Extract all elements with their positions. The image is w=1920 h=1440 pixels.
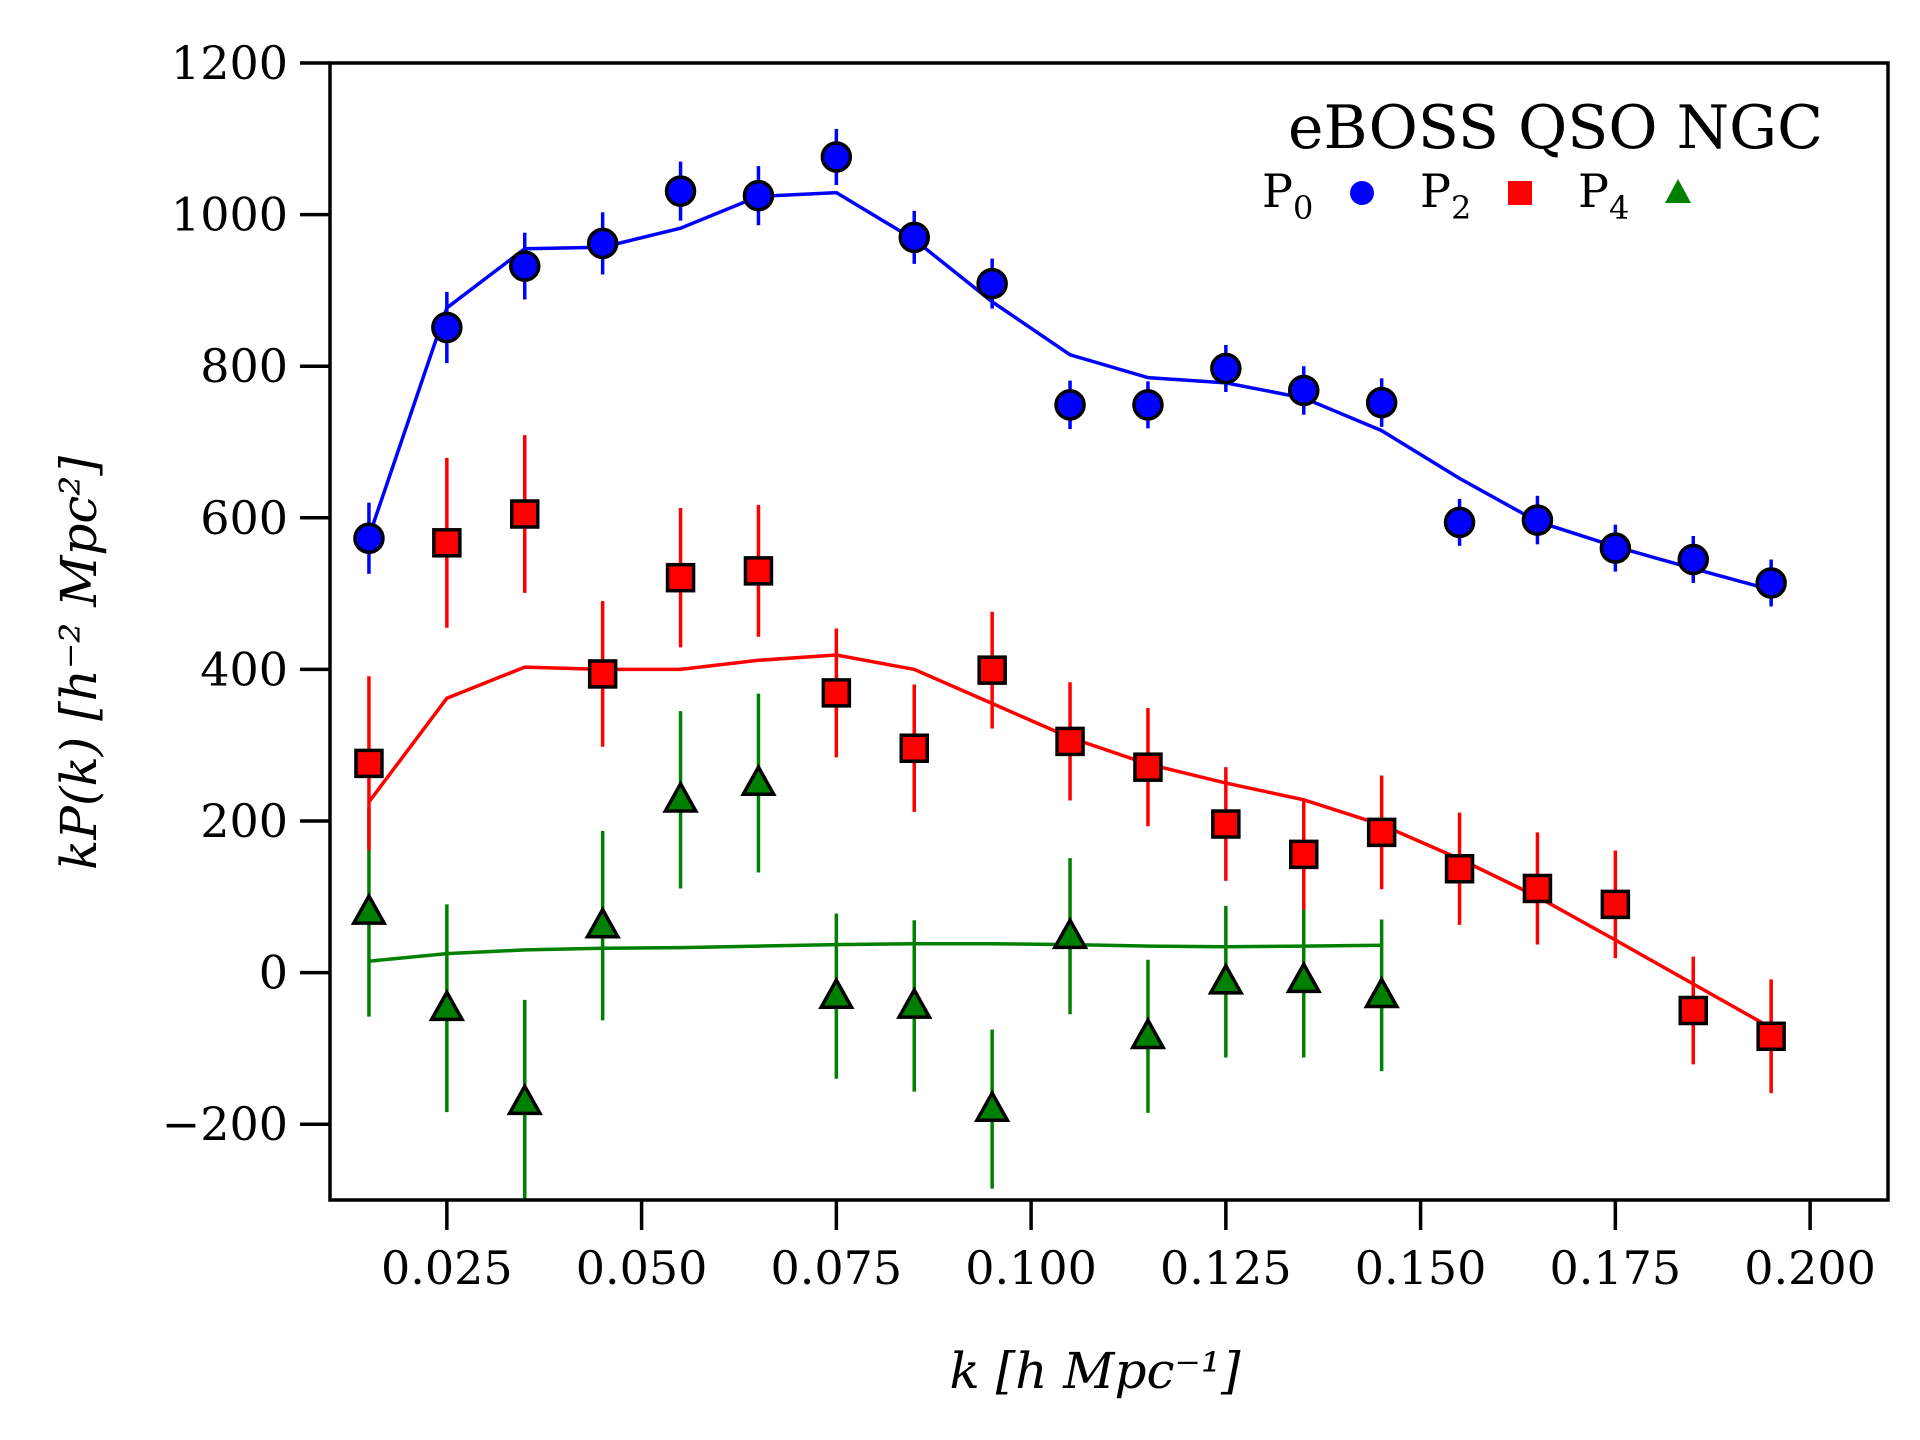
- p0-data-point: [1132, 389, 1164, 421]
- p2-data-point: [899, 733, 929, 763]
- p0-data-point: [431, 311, 463, 344]
- p4-data-point: [662, 780, 699, 813]
- p0-data-point: [1443, 506, 1476, 539]
- p2-data-point: [1055, 726, 1085, 757]
- p0-data-point: [1677, 543, 1709, 576]
- p2-data-point: [977, 655, 1007, 685]
- p0-data-point: [509, 250, 541, 282]
- y-tick-label: 600: [200, 491, 288, 545]
- x-tick-label: 0.175: [1549, 1241, 1681, 1295]
- x-tick-label: 0.050: [576, 1241, 708, 1295]
- legend-square-marker: [1508, 181, 1532, 205]
- p2-data-point: [1444, 854, 1475, 884]
- y-tick-label: 1000: [171, 188, 288, 242]
- p2-data-point: [1600, 889, 1631, 920]
- x-tick-label: 0.075: [770, 1241, 902, 1295]
- x-axis-label: k [h Mpc⁻¹]: [950, 1342, 1241, 1400]
- p4-data-point: [506, 1082, 543, 1116]
- x-tick-label: 0.150: [1355, 1241, 1487, 1295]
- p4-model-line: [368, 942, 1382, 963]
- p4-data-point: [584, 906, 621, 939]
- legend-triangle-marker: [1665, 179, 1691, 203]
- legend-label-subscript: 2: [1451, 189, 1471, 227]
- p4-data-point: [740, 763, 777, 797]
- p0-data-point: [742, 179, 775, 212]
- y-tick-label: 1200: [171, 36, 288, 90]
- y-axis-label: kP(k) [h⁻² Mpc²]: [50, 456, 108, 870]
- p2-data-point: [432, 528, 462, 558]
- legend-label-subscript: 4: [1609, 189, 1629, 227]
- p2-data-point: [1366, 817, 1397, 848]
- legend: eBOSS QSO NGC P0 P2 P4: [1262, 93, 1823, 227]
- p4-data-point: [350, 892, 388, 925]
- p2-data-point: [1133, 752, 1163, 782]
- x-tick-label: 0.125: [1160, 1241, 1292, 1295]
- axes: 0.025 0.050 0.075 0.100 0.125 0.150 0.175 0.200…: [162, 36, 1890, 1295]
- p0-data-point: [1054, 389, 1086, 421]
- p0-data-point: [664, 175, 697, 207]
- p0-data-point: [820, 141, 853, 173]
- p4-data-point: [1285, 960, 1322, 994]
- legend-title: eBOSS QSO NGC: [1288, 93, 1823, 163]
- p0-data-point: [1599, 532, 1632, 564]
- y-tick-label: 400: [200, 642, 288, 696]
- plot-content: [350, 128, 1787, 1200]
- p0-data-point: [1288, 374, 1320, 407]
- p4-data-point: [1363, 975, 1400, 1009]
- p4-data-point: [818, 976, 855, 1010]
- p0-data-point: [898, 221, 930, 254]
- legend-circle-marker: [1350, 181, 1374, 205]
- axes-frame: [328, 61, 1890, 1202]
- p0-data-point: [1521, 504, 1554, 536]
- p2-data-point: [821, 678, 852, 708]
- p0-data-point: [586, 227, 619, 260]
- p4-data-point: [973, 1089, 1011, 1122]
- y-tick-label: 0: [259, 946, 288, 1000]
- y-tick-label: 800: [200, 339, 288, 393]
- x-tick-label: 0.100: [965, 1241, 1097, 1295]
- p0-data-point: [1755, 567, 1787, 599]
- y-tick-label: 200: [200, 794, 288, 848]
- p0-data-point: [353, 522, 385, 555]
- p4-data-point: [896, 986, 933, 1019]
- p2-data-point: [510, 499, 540, 529]
- p0-data-point: [1365, 386, 1398, 419]
- p2-data-point: [1756, 1021, 1786, 1052]
- x-tick-label: 0.200: [1744, 1241, 1876, 1295]
- p2-data-point: [1211, 809, 1241, 839]
- y-tick-label: −200: [162, 1097, 288, 1151]
- plot-area: [350, 128, 1787, 1200]
- p4-data-point: [1207, 962, 1245, 995]
- p2-data-point: [743, 556, 774, 586]
- p2-data-point: [665, 562, 696, 593]
- legend-label-subscript: 0: [1293, 189, 1313, 227]
- p4-data-point: [1129, 1016, 1167, 1050]
- p2-data-point: [1522, 873, 1553, 904]
- p2-data-point: [587, 659, 618, 689]
- p4-data-point: [1051, 916, 1089, 950]
- x-tick-label: 0.025: [381, 1241, 513, 1295]
- p2-data-point: [1678, 995, 1708, 1026]
- p2-data-point: [354, 748, 384, 779]
- p0-data-point: [1210, 352, 1242, 385]
- p0-data-point: [976, 267, 1008, 300]
- p4-data-point: [428, 988, 466, 1022]
- p2-data-point: [1289, 839, 1319, 870]
